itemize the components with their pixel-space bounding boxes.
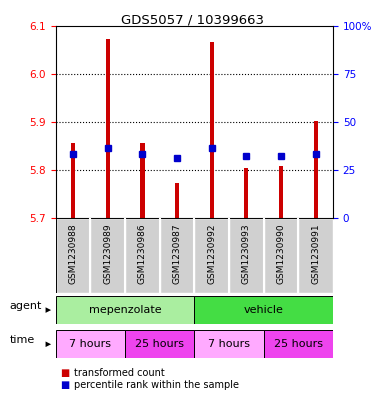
Bar <box>56 296 194 324</box>
Text: percentile rank within the sample: percentile rank within the sample <box>74 380 239 390</box>
Text: 25 hours: 25 hours <box>274 339 323 349</box>
Bar <box>210 42 214 218</box>
Bar <box>56 218 90 293</box>
Text: GSM1230986: GSM1230986 <box>138 224 147 284</box>
Text: ■: ■ <box>60 380 69 390</box>
Bar <box>125 218 160 293</box>
Bar <box>125 330 194 358</box>
Bar <box>314 121 318 218</box>
Bar <box>298 218 333 293</box>
Bar <box>175 184 179 218</box>
Text: GSM1230991: GSM1230991 <box>311 224 320 284</box>
Bar <box>279 166 283 218</box>
Text: GSM1230988: GSM1230988 <box>69 224 78 284</box>
Bar <box>106 39 110 218</box>
Text: vehicle: vehicle <box>244 305 284 315</box>
Bar <box>264 330 333 358</box>
Text: GSM1230989: GSM1230989 <box>103 224 112 284</box>
Text: GSM1230990: GSM1230990 <box>276 224 286 284</box>
Text: mepenzolate: mepenzolate <box>89 305 161 315</box>
Text: GSM1230993: GSM1230993 <box>242 224 251 284</box>
Bar <box>229 218 264 293</box>
Text: GSM1230992: GSM1230992 <box>207 224 216 284</box>
Bar <box>194 218 229 293</box>
Bar <box>160 218 194 293</box>
Text: 7 hours: 7 hours <box>69 339 112 349</box>
Bar <box>56 330 125 358</box>
Text: time: time <box>10 335 35 345</box>
Text: GSM1230987: GSM1230987 <box>172 224 182 284</box>
Bar <box>264 218 298 293</box>
Bar <box>194 330 264 358</box>
Bar <box>244 167 248 218</box>
Text: transformed count: transformed count <box>74 367 165 378</box>
Bar <box>194 296 333 324</box>
Text: 25 hours: 25 hours <box>135 339 184 349</box>
Text: ■: ■ <box>60 367 69 378</box>
Bar <box>90 218 125 293</box>
Bar <box>71 143 75 218</box>
Text: 7 hours: 7 hours <box>208 339 250 349</box>
Text: agent: agent <box>10 301 42 311</box>
Text: GDS5057 / 10399663: GDS5057 / 10399663 <box>121 14 264 27</box>
Bar <box>141 143 144 218</box>
